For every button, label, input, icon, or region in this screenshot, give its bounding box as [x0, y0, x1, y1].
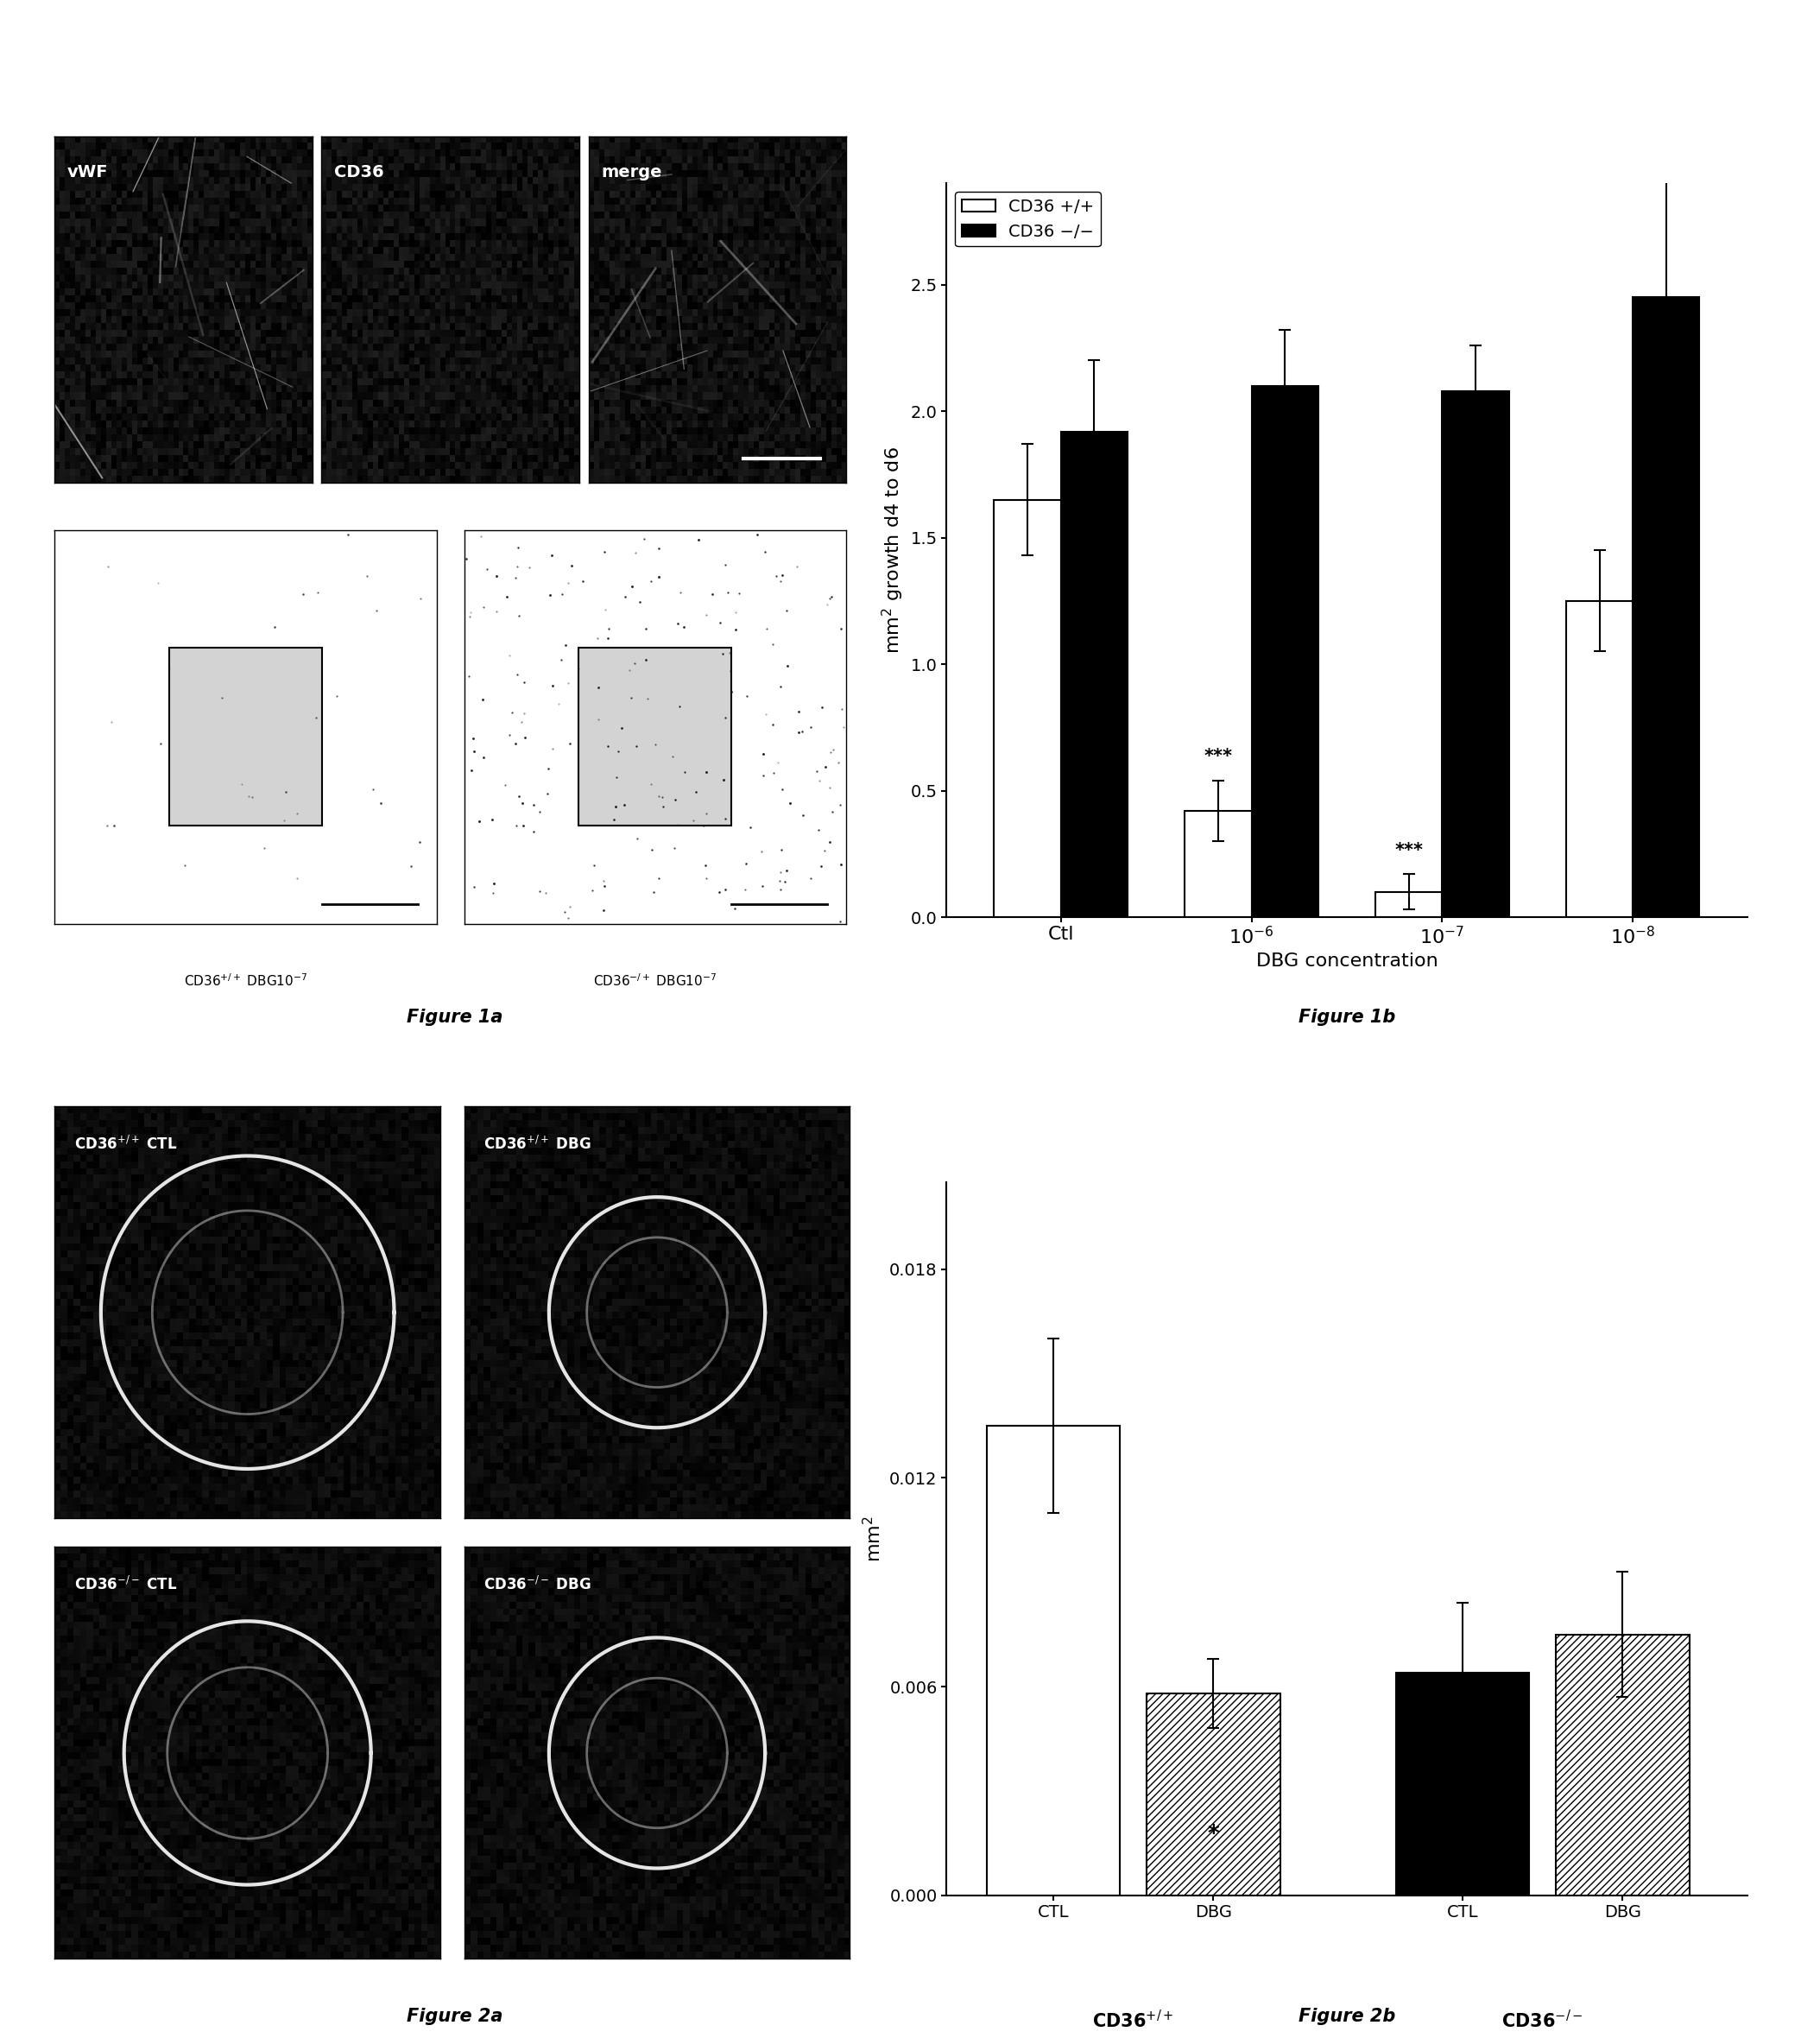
Text: CD36: CD36 [335, 163, 384, 179]
Bar [1556, 1634, 1689, 1895]
Bar [1376, 893, 1441, 917]
Bar [1441, 391, 1509, 917]
Text: CD36$^{+/+}$ DBG: CD36$^{+/+}$ DBG [484, 1135, 592, 1154]
Text: CD36$^{+/+}$ DBG10$^{-7}$: CD36$^{+/+}$ DBG10$^{-7}$ [184, 972, 308, 988]
X-axis label: DBG concentration: DBG concentration [1256, 952, 1438, 970]
Text: vWF: vWF [67, 163, 109, 179]
Bar [1396, 1673, 1529, 1895]
Text: CD36$^{-/-}$ DBG: CD36$^{-/-}$ DBG [484, 1575, 592, 1594]
Text: merge: merge [601, 163, 662, 179]
Text: Figure 1b: Figure 1b [1298, 1009, 1396, 1025]
Bar [1633, 298, 1700, 917]
Text: Figure 2b: Figure 2b [1298, 2007, 1396, 2024]
Text: Figure 1a: Figure 1a [408, 1009, 502, 1025]
Bar [1061, 432, 1128, 917]
Text: CD36$^{-/+}$ DBG10$^{-7}$: CD36$^{-/+}$ DBG10$^{-7}$ [593, 972, 717, 988]
Bar [169, 648, 322, 825]
Bar [1185, 811, 1252, 917]
Bar [1147, 1694, 1279, 1895]
Text: ***: *** [1394, 842, 1423, 858]
Bar [986, 1427, 1119, 1895]
Legend: CD36 +/+, CD36 −/−: CD36 +/+, CD36 −/− [956, 192, 1101, 247]
Text: CD36$^{-/-}$ CTL: CD36$^{-/-}$ CTL [75, 1575, 177, 1594]
Y-axis label: mm$^2$ growth d4 to d6: mm$^2$ growth d4 to d6 [881, 446, 906, 654]
Text: CD36$^{+/+}$: CD36$^{+/+}$ [1092, 2009, 1174, 2032]
Bar [579, 648, 732, 825]
Text: CD36$^{+/+}$ CTL: CD36$^{+/+}$ CTL [75, 1135, 177, 1154]
Bar [1565, 601, 1633, 917]
Text: *: * [1207, 1824, 1219, 1846]
Bar [994, 499, 1061, 917]
Y-axis label: mm$^2$: mm$^2$ [863, 1516, 885, 1561]
Text: ***: *** [1203, 748, 1232, 766]
Text: CD36$^{-/-}$: CD36$^{-/-}$ [1502, 2009, 1583, 2032]
Text: Figure 2a: Figure 2a [408, 2007, 502, 2024]
Bar [1252, 385, 1318, 917]
